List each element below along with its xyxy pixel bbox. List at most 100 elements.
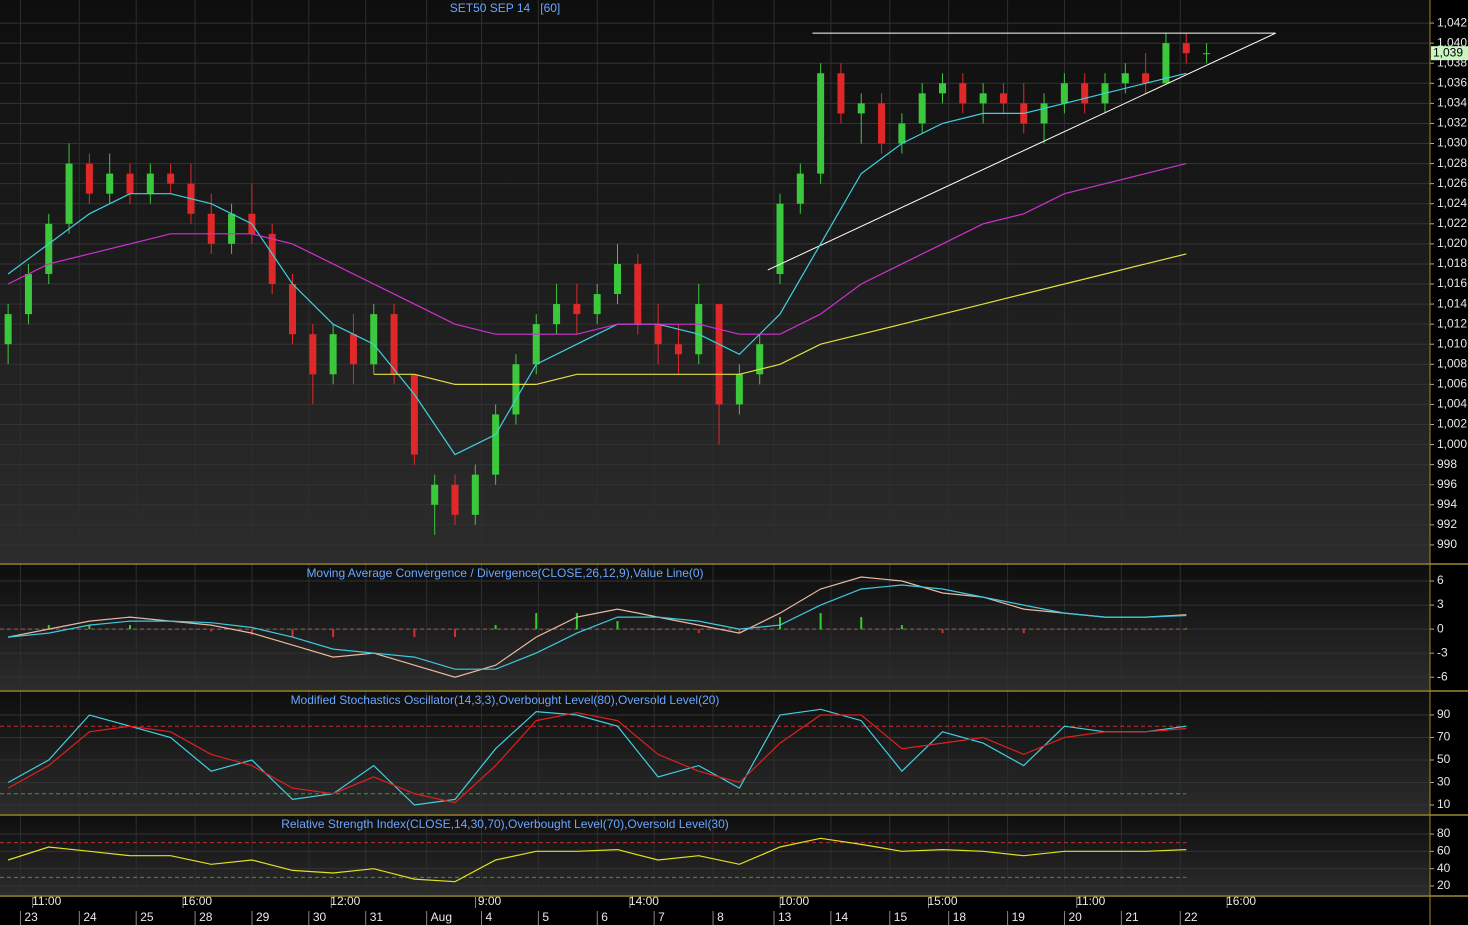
histogram-bar: [657, 629, 660, 630]
y-tick-label: 1,036: [1437, 75, 1467, 89]
y-tick-label: 1,028: [1437, 156, 1467, 170]
candle-body: [918, 93, 926, 124]
candle-body: [695, 304, 703, 355]
candle-body: [65, 163, 73, 224]
y-tick-label: 1,022: [1437, 216, 1467, 230]
y-tick-label: 1,018: [1437, 256, 1467, 270]
candle-body: [979, 93, 987, 104]
y-tick-label: 20: [1437, 878, 1451, 892]
candle-body: [289, 284, 296, 335]
candle-body: [532, 324, 540, 365]
indicator-line: [7, 72, 1187, 456]
time-label: 16:00: [182, 894, 212, 908]
histogram-bar: [250, 629, 253, 635]
indicator-line: [7, 712, 1187, 804]
histogram-bar: [372, 629, 375, 630]
indicator-line: [373, 253, 1187, 385]
y-tick-label: 992: [1437, 517, 1457, 531]
date-label: 21: [1125, 910, 1139, 924]
histogram-bar: [900, 625, 903, 630]
last-price-box: [1431, 46, 1468, 61]
histogram-bar: [982, 629, 985, 630]
histogram-bar: [413, 629, 416, 638]
candle-body: [410, 374, 418, 455]
y-tick-label: 60: [1437, 844, 1451, 858]
candle-body: [390, 314, 398, 375]
y-tick-label: 1,016: [1437, 276, 1467, 290]
candle-body: [329, 334, 337, 375]
histogram-bar: [860, 617, 863, 630]
histogram-bar: [332, 629, 335, 638]
y-tick-label: 994: [1437, 497, 1457, 511]
histogram-bar: [616, 621, 619, 630]
date-label: 22: [1184, 910, 1198, 924]
y-tick-label: 10: [1437, 797, 1451, 811]
time-label: 14:00: [629, 894, 659, 908]
candle-body: [776, 203, 784, 274]
candle-body: [1162, 43, 1170, 84]
y-tick-label: 70: [1437, 730, 1451, 744]
histogram-bar: [697, 629, 700, 634]
y-tick-label: 1,042: [1437, 15, 1467, 29]
histogram-bar: [7, 629, 10, 630]
candle-body: [674, 344, 682, 355]
time-axis: [0, 897, 1430, 925]
y-tick-label: -6: [1437, 669, 1448, 683]
time-label: 11:00: [32, 894, 61, 908]
candle-body: [1203, 53, 1211, 55]
date-label: Aug: [431, 910, 452, 924]
rsi-panel: [0, 816, 1430, 895]
candle-body: [492, 414, 500, 475]
y-tick-label: 6: [1437, 573, 1444, 587]
panel-title: Moving Average Convergence / Divergence(…: [306, 566, 703, 580]
histogram-bar: [738, 629, 741, 634]
indicator-line: [7, 708, 1187, 806]
y-tick-label: 30: [1437, 775, 1451, 789]
candle-body: [817, 73, 825, 174]
candle-body: [1081, 83, 1089, 104]
candle-body: [4, 314, 12, 345]
histogram-bar: [941, 629, 944, 634]
y-tick-label: 1,002: [1437, 417, 1467, 431]
candle-body: [85, 163, 93, 194]
candle-body: [1060, 83, 1068, 104]
candle-body: [715, 304, 723, 405]
date-label: 30: [313, 910, 327, 924]
candle-body: [207, 213, 215, 244]
histogram-bar: [494, 625, 497, 630]
date-label: 8: [717, 910, 724, 924]
candle-body: [796, 173, 804, 204]
candle-body: [1121, 73, 1129, 84]
y-tick-label: 1,024: [1437, 196, 1467, 210]
candle-body: [959, 83, 967, 104]
date-label: 28: [199, 910, 213, 924]
date-label: 19: [1012, 910, 1026, 924]
last-price-label: 1,039: [1433, 45, 1463, 59]
y-tick-label: 50: [1437, 752, 1451, 766]
indicator-line: [8, 584, 1187, 670]
candle-body: [309, 334, 317, 375]
panel-title: Modified Stochastics Oscillator(14,3,3),…: [291, 693, 720, 707]
y-tick-label: 990: [1437, 537, 1457, 551]
histogram-bar: [291, 629, 294, 638]
candle-body: [146, 173, 154, 194]
candle-body: [939, 83, 946, 94]
y-tick-label: 80: [1437, 826, 1451, 840]
date-label: 29: [256, 910, 270, 924]
candle-body: [106, 173, 114, 194]
candle-body: [268, 233, 276, 285]
histogram-bar: [88, 625, 91, 630]
y-tick-label: 1,030: [1437, 136, 1467, 150]
indicator-line: [7, 837, 1187, 883]
candle-body: [370, 314, 378, 365]
date-label: 31: [370, 910, 384, 924]
candle-body: [431, 484, 439, 505]
y-tick-label: 1,012: [1437, 316, 1467, 330]
candle-body: [898, 123, 906, 144]
y-tick-label: 1,010: [1437, 336, 1467, 350]
candle-body: [654, 324, 662, 345]
histogram-bar: [129, 625, 131, 630]
candle-body: [756, 344, 764, 375]
